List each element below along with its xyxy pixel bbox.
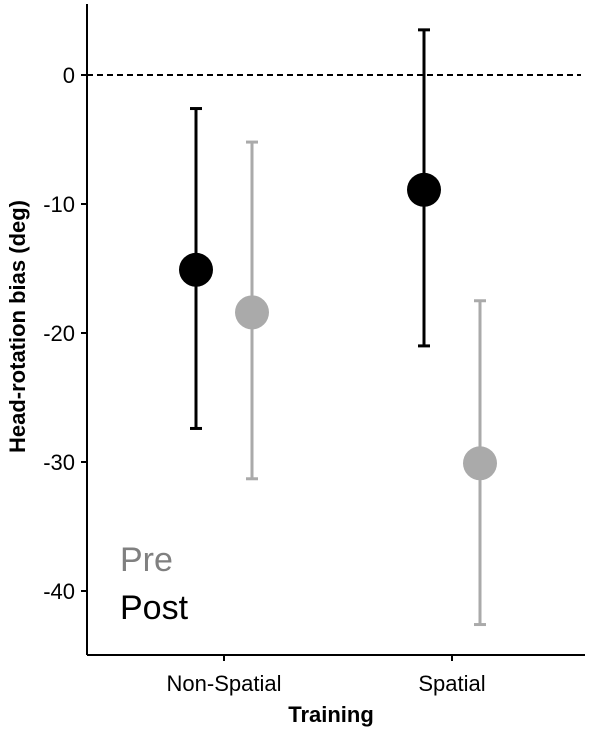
y-tick-label: 0 — [63, 63, 75, 88]
data-point-post — [407, 172, 441, 207]
y-tick-label: -10 — [43, 192, 75, 217]
data-point-post — [179, 252, 213, 287]
legend-label-pre: Pre — [120, 541, 173, 579]
data-point-pre — [235, 295, 269, 330]
legend-label-post: Post — [120, 589, 189, 627]
data-point-pre — [463, 446, 497, 481]
x-tick-label: Non-Spatial — [167, 671, 282, 696]
x-axis-title: Training — [288, 702, 374, 727]
y-tick-label: -30 — [43, 450, 75, 475]
y-tick-label: -20 — [43, 321, 75, 346]
y-axis-title: Head-rotation bias (deg) — [5, 200, 30, 453]
y-tick-label: -40 — [43, 579, 75, 604]
x-tick-label: Spatial — [418, 671, 485, 696]
